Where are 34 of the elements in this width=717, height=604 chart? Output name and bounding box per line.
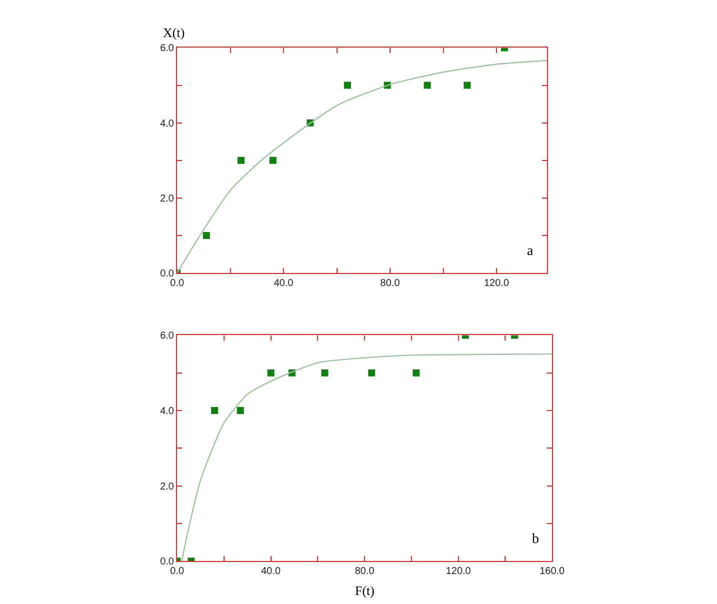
point <box>321 369 328 376</box>
point <box>211 407 218 414</box>
x-tick-label: 80.0 <box>380 278 400 290</box>
y-tick-label: 4.0 <box>160 118 174 130</box>
y-tick-label: 4.0 <box>160 406 174 418</box>
point <box>412 369 420 376</box>
point <box>267 369 274 376</box>
y-tick-label: 6.0 <box>160 330 174 342</box>
x-tick-label: 0.0 <box>170 278 184 290</box>
point <box>202 232 210 239</box>
point <box>269 156 276 164</box>
x-tick-label: 120.0 <box>446 566 472 578</box>
y-tick-label: 2.0 <box>160 481 174 492</box>
annotation: a <box>527 244 534 259</box>
y-tick-label: 0.0 <box>160 268 174 280</box>
x-tick-label: 40.0 <box>274 278 294 290</box>
point <box>236 407 244 414</box>
y-axis-title: X(t) <box>163 25 185 40</box>
y-tick-label: 0.0 <box>160 556 174 568</box>
x-tick-label: 40.0 <box>261 566 282 578</box>
x-tick-label: 160.0 <box>540 566 566 578</box>
point <box>344 82 351 89</box>
x-tick-label: 120.0 <box>484 278 510 290</box>
annotation: b <box>532 532 539 547</box>
x-tick-label: 80.0 <box>354 566 375 578</box>
point <box>464 82 471 89</box>
point <box>237 156 244 164</box>
point <box>368 369 376 376</box>
x-axis-title: F(t) <box>355 583 374 598</box>
point <box>424 82 431 89</box>
x-tick-label: 0.0 <box>170 566 184 578</box>
y-tick-label: 6.0 <box>160 43 174 54</box>
y-tick-label: 2.0 <box>160 193 174 204</box>
line-series <box>177 60 548 274</box>
